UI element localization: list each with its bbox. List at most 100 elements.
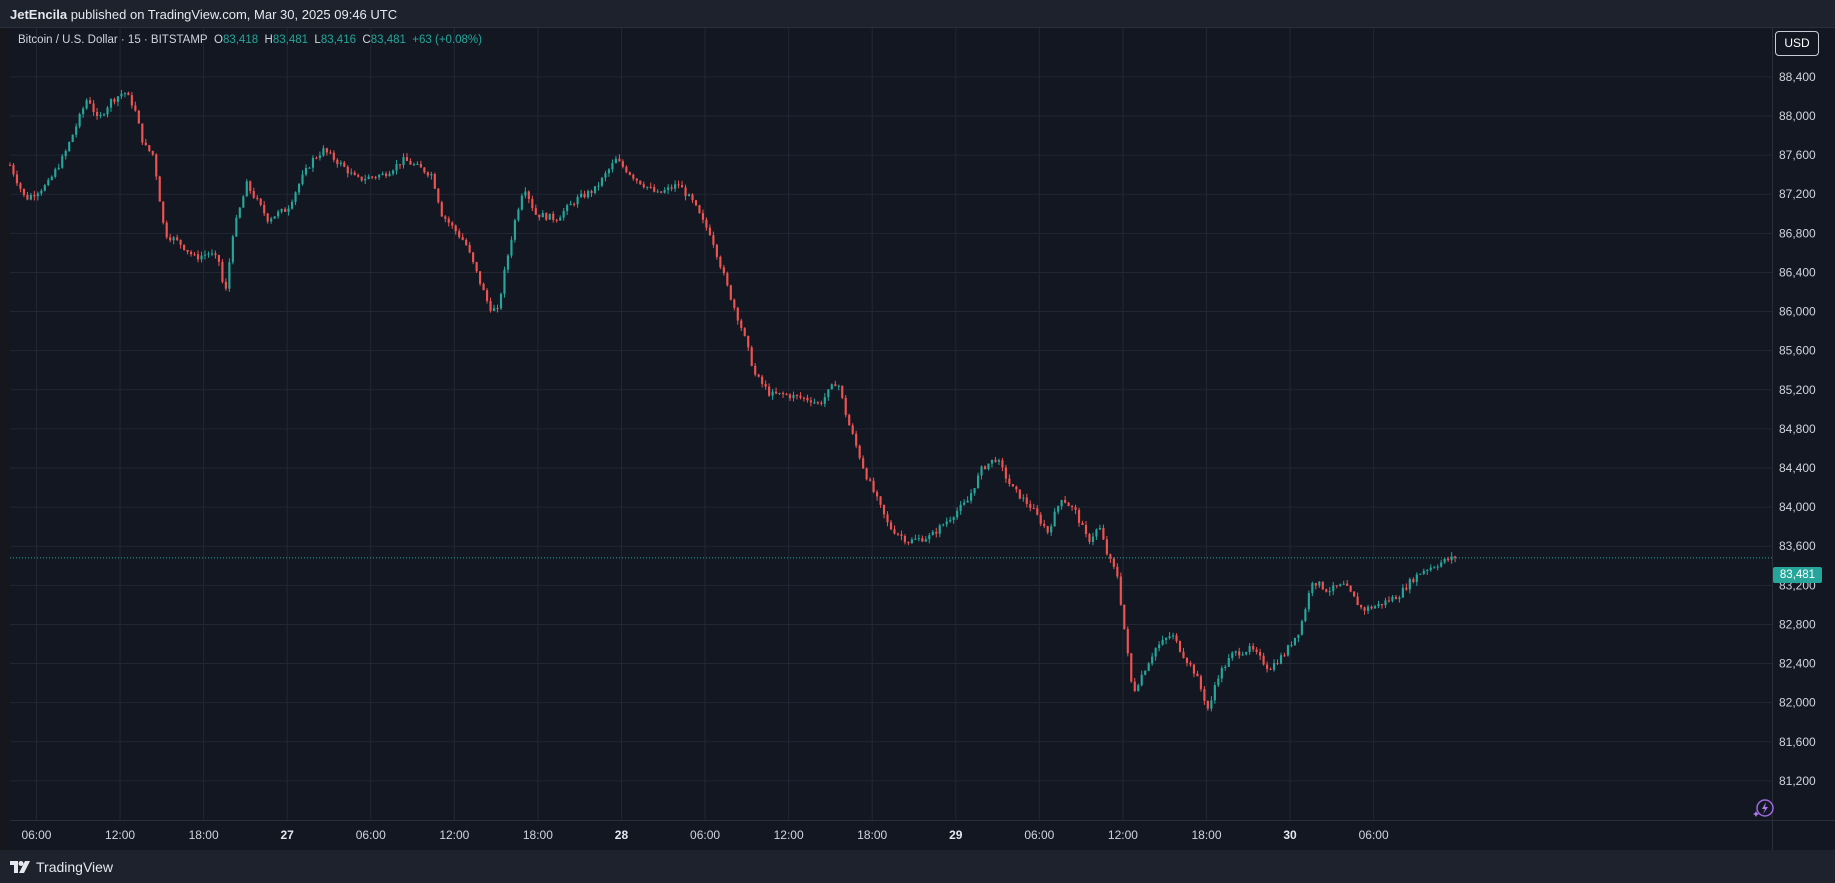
lightning-icon[interactable] — [1753, 797, 1775, 819]
candle-body — [687, 194, 691, 197]
tradingview-logo[interactable]: TradingView — [10, 859, 113, 875]
candle-body — [889, 522, 893, 530]
candle-body — [120, 93, 123, 97]
chart-pane[interactable] — [10, 28, 1772, 820]
candle-body — [1210, 700, 1213, 709]
candle-body — [1213, 685, 1216, 701]
candle-body — [207, 253, 210, 255]
candle-body — [1440, 562, 1443, 567]
candle-body — [26, 194, 29, 200]
candle-body — [290, 201, 294, 209]
candle-body — [1119, 576, 1122, 605]
candle-body — [705, 219, 708, 228]
candle-body — [653, 187, 656, 192]
y-tick-label: 88,000 — [1779, 109, 1816, 123]
y-tick-label: 81,600 — [1779, 735, 1816, 749]
candle-body — [172, 237, 175, 241]
candle-body — [1370, 606, 1373, 609]
candle-body — [1206, 700, 1209, 709]
author-name[interactable]: JetEncila — [10, 7, 68, 22]
candle-body — [12, 164, 15, 175]
candle-body — [900, 534, 903, 537]
candle-body — [827, 389, 830, 398]
candle-body — [426, 172, 429, 176]
x-axis-labels: 06:00 12:00 18:00 27 06:00 12:00 18:00 28 06:00 1… — [21, 828, 1389, 842]
candle-body — [531, 199, 534, 209]
candle-body — [663, 190, 666, 193]
candle-body — [670, 187, 673, 189]
candle-body — [1227, 657, 1230, 667]
candle-body — [614, 158, 617, 164]
candle-body — [882, 504, 886, 515]
candle-body — [1161, 639, 1164, 645]
low-label: L — [314, 34, 321, 46]
candle-body — [921, 538, 924, 542]
candle-body — [1109, 554, 1112, 559]
candle-body — [301, 174, 304, 185]
candle-body — [743, 328, 746, 336]
candle-body — [1412, 579, 1415, 583]
candle-body — [78, 114, 81, 127]
candle-body — [1394, 596, 1398, 600]
candle-body — [580, 193, 583, 197]
candle-body — [8, 164, 12, 166]
candle-body — [1238, 651, 1241, 656]
candle-body — [419, 163, 422, 168]
candle-body — [942, 524, 945, 526]
candle-body — [642, 184, 645, 188]
candle-body — [931, 531, 934, 536]
candle-body — [343, 162, 346, 167]
candle-body — [61, 156, 64, 168]
candle-body — [1154, 648, 1157, 657]
candle-body — [566, 205, 569, 212]
candle-body — [869, 479, 872, 481]
candle-body — [618, 158, 621, 162]
candle-body — [378, 174, 381, 178]
time-axis[interactable] — [10, 820, 1772, 850]
candle-body — [1098, 528, 1102, 530]
high-value: 83,481 — [272, 34, 309, 46]
candle-body — [1422, 570, 1425, 574]
candle-body — [510, 239, 513, 256]
candle-body — [1265, 664, 1269, 669]
candle-body — [127, 92, 130, 96]
candle-body — [632, 174, 635, 179]
candle-body — [371, 176, 374, 178]
candle-body — [1311, 583, 1314, 594]
x-tick-label: 28 — [615, 828, 629, 842]
y-tick-label: 87,600 — [1779, 148, 1816, 162]
candle-body — [552, 213, 555, 220]
candles-layer — [8, 89, 1772, 712]
symbol-description[interactable]: Bitcoin / U.S. Dollar · 15 · BITSTAMP — [18, 34, 208, 46]
candle-body — [402, 157, 405, 166]
x-tick-label: 12:00 — [1108, 828, 1138, 842]
price-scale[interactable] — [1772, 28, 1835, 820]
candle-body — [186, 249, 189, 252]
candle-body — [1335, 585, 1338, 587]
candle-body — [294, 192, 297, 202]
candle-body — [1297, 634, 1300, 638]
candle-body — [123, 92, 126, 94]
candle-body — [775, 391, 778, 394]
candle-body — [970, 493, 973, 501]
candle-body — [1036, 508, 1039, 515]
x-tick-label: 06:00 — [356, 828, 386, 842]
y-tick-label: 82,000 — [1779, 696, 1816, 710]
candle-body — [1304, 609, 1307, 622]
candle-body — [1112, 558, 1115, 567]
candle-body — [576, 196, 579, 205]
candle-body — [1241, 654, 1244, 656]
candle-body — [1081, 522, 1084, 526]
y-tick-label: 84,400 — [1779, 461, 1816, 475]
currency-button[interactable]: USD — [1775, 31, 1819, 56]
candle-body — [1151, 656, 1154, 664]
candle-body — [1171, 635, 1175, 637]
x-tick-label: 06:00 — [1359, 828, 1389, 842]
y-tick-label: 86,000 — [1779, 305, 1816, 319]
x-tick-label: 27 — [281, 828, 295, 842]
candle-body — [444, 216, 447, 219]
candle-body — [1130, 653, 1133, 682]
candle-body — [607, 169, 611, 174]
candle-body — [165, 222, 168, 238]
candle-body — [726, 273, 729, 286]
